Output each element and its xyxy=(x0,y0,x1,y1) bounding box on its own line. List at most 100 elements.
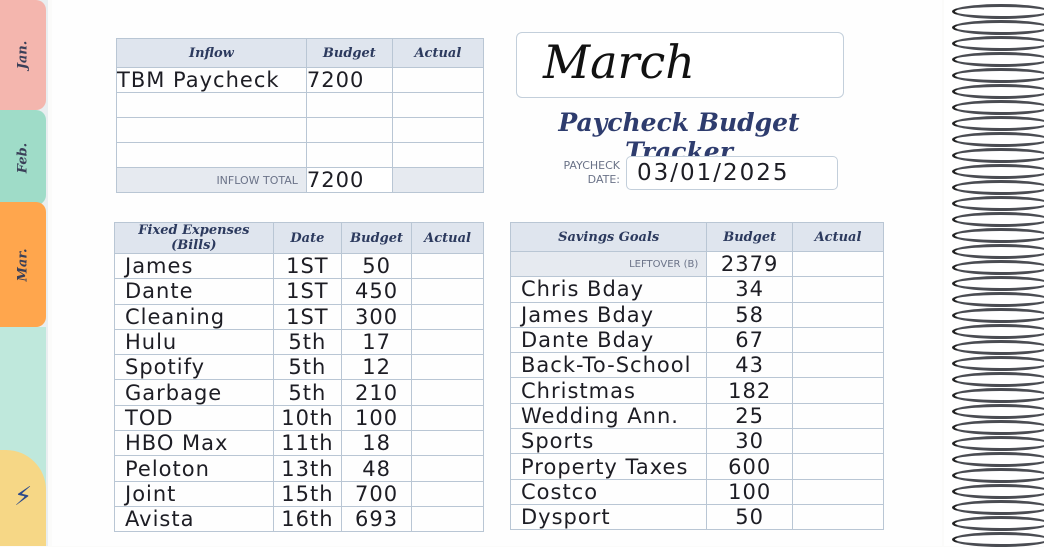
tab-march[interactable]: Mar. xyxy=(0,202,46,327)
fixed-name-cell[interactable]: Dante xyxy=(114,278,274,305)
savings-name-cell[interactable]: Property Taxes xyxy=(509,453,708,480)
savings-budget-cell[interactable]: 67 xyxy=(706,326,794,354)
savings-budget-cell[interactable]: 50 xyxy=(706,503,794,531)
fixed-name-cell[interactable]: James xyxy=(114,252,274,280)
fixed-budget-cell[interactable]: 693 xyxy=(340,505,413,533)
tab-january[interactable]: Jan. xyxy=(0,0,46,110)
inflow-actual-cell[interactable] xyxy=(391,117,485,143)
paycheck-date-field[interactable]: 03/01/2025 xyxy=(626,156,838,190)
fixed-name-cell[interactable]: Spotify xyxy=(114,354,274,381)
spiral-ring xyxy=(952,452,1044,467)
savings-budget-cell[interactable]: 58 xyxy=(706,301,794,328)
fixed-name-cell[interactable]: Avista xyxy=(114,505,274,533)
savings-name-cell[interactable]: James Bday xyxy=(509,301,708,328)
savings-name-cell[interactable]: Dante Bday xyxy=(509,326,708,354)
savings-actual-cell[interactable] xyxy=(792,301,884,328)
fixed-date-cell[interactable]: 1ST xyxy=(272,252,343,280)
savings-name-cell[interactable]: Wedding Ann. xyxy=(509,402,708,430)
fixed-budget-cell[interactable]: 300 xyxy=(340,303,413,330)
spiral-ring xyxy=(952,148,1044,163)
savings-budget-cell[interactable]: 34 xyxy=(706,276,794,303)
inflow-budget-cell[interactable] xyxy=(305,92,393,118)
inflow-actual-cell[interactable] xyxy=(391,92,485,118)
savings-budget-cell[interactable]: 182 xyxy=(706,377,794,404)
fixed-actual-cell[interactable] xyxy=(411,354,484,381)
savings-actual-cell[interactable] xyxy=(792,402,884,430)
inflow-budget-cell[interactable] xyxy=(305,117,393,143)
fixed-date-cell[interactable]: 5th xyxy=(272,354,343,381)
fixed-actual-cell[interactable] xyxy=(411,430,484,457)
fixed-date-cell[interactable]: 1ST xyxy=(272,303,343,330)
fixed-actual-cell[interactable] xyxy=(411,252,484,280)
savings-name-cell[interactable]: Dysport xyxy=(509,503,708,531)
spiral-ring xyxy=(952,132,1044,147)
spiral-ring xyxy=(952,468,1044,483)
savings-budget-cell[interactable]: 25 xyxy=(706,402,794,430)
fixed-date-cell[interactable]: 16th xyxy=(272,505,343,533)
fixed-actual-cell[interactable] xyxy=(411,278,484,305)
fixed-actual-cell[interactable] xyxy=(411,379,484,406)
fixed-budget-cell[interactable]: 50 xyxy=(340,252,413,280)
fixed-name-cell[interactable]: Joint xyxy=(114,480,274,507)
savings-actual-cell[interactable] xyxy=(792,377,884,404)
fixed-date-cell[interactable]: 10th xyxy=(272,404,343,432)
savings-name-cell[interactable]: Christmas xyxy=(509,377,708,404)
savings-name-cell[interactable]: Sports xyxy=(509,428,708,455)
inflow-total-value[interactable]: 7200 xyxy=(305,167,393,193)
fixed-name-cell[interactable]: Garbage xyxy=(114,379,274,406)
fixed-budget-cell[interactable]: 450 xyxy=(340,278,413,305)
tab-february[interactable]: Feb. xyxy=(0,110,46,205)
fixed-date-cell[interactable]: 15th xyxy=(272,480,343,507)
inflow-name-cell[interactable]: TBM Paycheck xyxy=(116,67,307,93)
inflow-budget-cell[interactable] xyxy=(305,142,393,168)
fixed-name-cell[interactable]: Peloton xyxy=(114,455,274,482)
month-field[interactable]: March xyxy=(516,32,844,98)
savings-actual-cell[interactable] xyxy=(792,478,884,505)
fixed-actual-cell[interactable] xyxy=(411,303,484,330)
inflow-name-cell[interactable] xyxy=(116,142,307,168)
fixed-name-cell[interactable]: HBO Max xyxy=(114,430,274,457)
inflow-name-cell[interactable] xyxy=(116,92,307,118)
fixed-name-cell[interactable]: Hulu xyxy=(114,328,274,356)
savings-actual-cell[interactable] xyxy=(792,326,884,354)
savings-name-cell[interactable]: Costco xyxy=(509,478,708,505)
fixed-date-cell[interactable]: 1ST xyxy=(272,278,343,305)
fixed-date-cell[interactable]: 13th xyxy=(272,455,343,482)
fixed-budget-cell[interactable]: 18 xyxy=(340,430,413,457)
inflow-actual-cell[interactable] xyxy=(391,142,485,168)
fixed-actual-cell[interactable] xyxy=(411,404,484,432)
fixed-budget-cell[interactable]: 12 xyxy=(340,354,413,381)
inflow-name-cell[interactable] xyxy=(116,117,307,143)
fixed-budget-cell[interactable]: 700 xyxy=(340,480,413,507)
savings-budget-cell[interactable]: 30 xyxy=(706,428,794,455)
table-row: James 1ST 50 xyxy=(114,252,484,280)
fixed-date-cell[interactable]: 5th xyxy=(272,328,343,356)
inflow-budget-cell[interactable]: 7200 xyxy=(305,67,393,93)
inflow-actual-cell[interactable] xyxy=(391,67,485,93)
savings-budget-cell[interactable]: 100 xyxy=(706,478,794,505)
savings-actual-cell[interactable] xyxy=(792,453,884,480)
savings-actual-cell[interactable] xyxy=(792,503,884,531)
fixed-date-cell[interactable]: 5th xyxy=(272,379,343,406)
fixed-date-cell[interactable]: 11th xyxy=(272,430,343,457)
fixed-actual-cell[interactable] xyxy=(411,455,484,482)
fixed-budget-cell[interactable]: 48 xyxy=(340,455,413,482)
fixed-actual-cell[interactable] xyxy=(411,328,484,356)
fixed-name-cell[interactable]: Cleaning xyxy=(114,303,274,330)
fixed-name-cell[interactable]: TOD xyxy=(114,404,274,432)
leftover-actual-cell[interactable] xyxy=(792,250,884,278)
divider-tabs: Jan. Feb. Mar. ⚡ xyxy=(0,0,48,546)
savings-actual-cell[interactable] xyxy=(792,352,884,379)
fixed-budget-cell[interactable]: 210 xyxy=(340,379,413,406)
savings-name-cell[interactable]: Chris Bday xyxy=(509,276,708,303)
savings-actual-cell[interactable] xyxy=(792,276,884,303)
fixed-actual-cell[interactable] xyxy=(411,480,484,507)
savings-budget-cell[interactable]: 43 xyxy=(706,352,794,379)
savings-actual-cell[interactable] xyxy=(792,428,884,455)
fixed-budget-cell[interactable]: 17 xyxy=(340,328,413,356)
fixed-budget-cell[interactable]: 100 xyxy=(340,404,413,432)
savings-name-cell[interactable]: Back-To-School xyxy=(509,352,708,379)
leftover-value[interactable]: 2379 xyxy=(706,250,794,278)
fixed-actual-cell[interactable] xyxy=(411,505,484,533)
savings-budget-cell[interactable]: 600 xyxy=(706,453,794,480)
